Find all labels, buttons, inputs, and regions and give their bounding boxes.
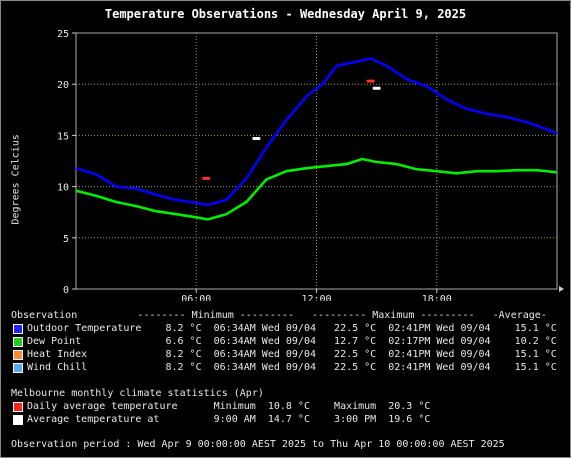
y-tick-label: 25 xyxy=(57,29,69,40)
climate-marker-0 xyxy=(202,176,211,180)
legend-swatch-outdoor xyxy=(13,324,23,334)
x-tick-label: 12:00 xyxy=(301,294,331,301)
observation-period: Observation period : Wed Apr 9 00:00:00 … xyxy=(11,439,505,450)
x-tick-label: 06:00 xyxy=(181,294,211,301)
climate-marker-1 xyxy=(372,86,381,90)
chart-title: Temperature Observations - Wednesday Apr… xyxy=(104,7,467,21)
x-tick-label: 18:00 xyxy=(422,294,452,301)
climate-row-daily-avg: Daily average temperature Minimum 10.8 °… xyxy=(27,401,431,412)
plot-border xyxy=(75,32,558,290)
stats-row-outdoor: Outdoor Temperature 8.2 °C 06:34AM Wed 0… xyxy=(27,323,557,334)
legend-swatch-avg-at xyxy=(13,415,23,425)
stats-row-heatindex: Heat Index 8.2 °C 06:34AM Wed 09/04 22.5… xyxy=(27,349,557,360)
x-axis-arrow xyxy=(559,286,564,292)
legend-swatch-heatindex xyxy=(13,350,23,360)
stats-row-dewpoint: Dew Point 6.6 °C 06:34AM Wed 09/04 12.7 … xyxy=(27,336,557,347)
y-tick-label: 5 xyxy=(63,234,69,245)
y-tick-label: 0 xyxy=(63,285,69,296)
series-line-0 xyxy=(75,57,558,207)
y-tick-label: 20 xyxy=(57,80,69,91)
stats-row-windchill: Wind Chill 8.2 °C 06:34AM Wed 09/04 22.5… xyxy=(27,362,557,373)
legend-swatch-dewpoint xyxy=(13,337,23,347)
y-tick-label: 10 xyxy=(57,183,69,194)
series-line-1 xyxy=(75,157,558,221)
plot-area: 0 5 10 15 20 25 06:00 12:00 18:00 xyxy=(57,29,564,301)
climate-row-avg-at: Average temperature at 9:00 AM 14.7 °C 3… xyxy=(27,414,431,425)
climate-marker-0 xyxy=(366,79,375,83)
y-tick-label: 15 xyxy=(57,131,69,142)
climate-marker-1 xyxy=(252,136,261,140)
legend-swatch-windchill xyxy=(13,363,23,373)
legend-swatch-daily-avg xyxy=(13,402,23,412)
stats-header: Observation -------- Minimum --------- -… xyxy=(11,310,547,321)
climate-header: Melbourne monthly climate statistics (Ap… xyxy=(11,388,264,399)
